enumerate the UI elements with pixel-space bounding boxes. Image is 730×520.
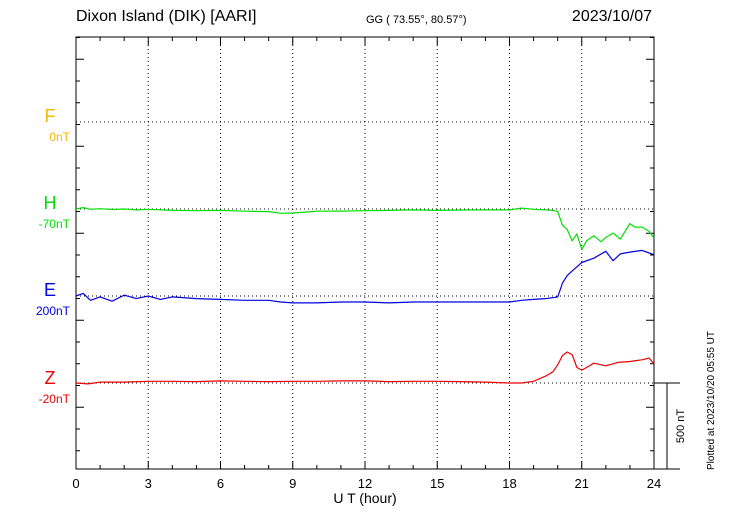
- geographic-coordinates: GG ( 73.55°, 80.57°): [366, 14, 467, 26]
- x-tick-label: 21: [575, 476, 589, 491]
- grid-lines: [76, 37, 654, 469]
- data-lines: [75, 207, 655, 385]
- component-label-e: E: [43, 280, 56, 300]
- baseline-label-f: 0nT: [49, 130, 70, 144]
- component-label-f: F: [44, 106, 56, 126]
- series-line-h: [75, 207, 655, 250]
- x-tick-label: 9: [289, 476, 296, 491]
- x-tick-label: 6: [217, 476, 224, 491]
- component-label-z: Z: [44, 368, 56, 388]
- baseline-label-h: -70nT: [38, 217, 70, 231]
- station-title: Dixon Island (DIK) [AARI]: [76, 8, 257, 25]
- x-tick-label: 15: [430, 476, 444, 491]
- scale-bar-label: 500 nT: [675, 409, 687, 444]
- component-label-h: H: [43, 193, 57, 213]
- x-tick-label: 0: [72, 476, 79, 491]
- baseline-label-e: 200nT: [35, 304, 70, 318]
- series-line-e: [75, 249, 655, 304]
- x-axis-label: U T (hour): [333, 490, 396, 506]
- series-line-z: [75, 351, 655, 385]
- baseline-label-z: -20nT: [38, 392, 70, 406]
- scale-bar: [654, 382, 680, 470]
- x-tick-label: 18: [502, 476, 516, 491]
- plot-date: 2023/10/07: [571, 8, 652, 25]
- x-tick-label: 12: [358, 476, 372, 491]
- x-tick-label: 24: [647, 476, 661, 491]
- x-tick-label: 3: [145, 476, 152, 491]
- axis-ticks: 0 3 6 9 12 15 18 21 24: [72, 37, 661, 491]
